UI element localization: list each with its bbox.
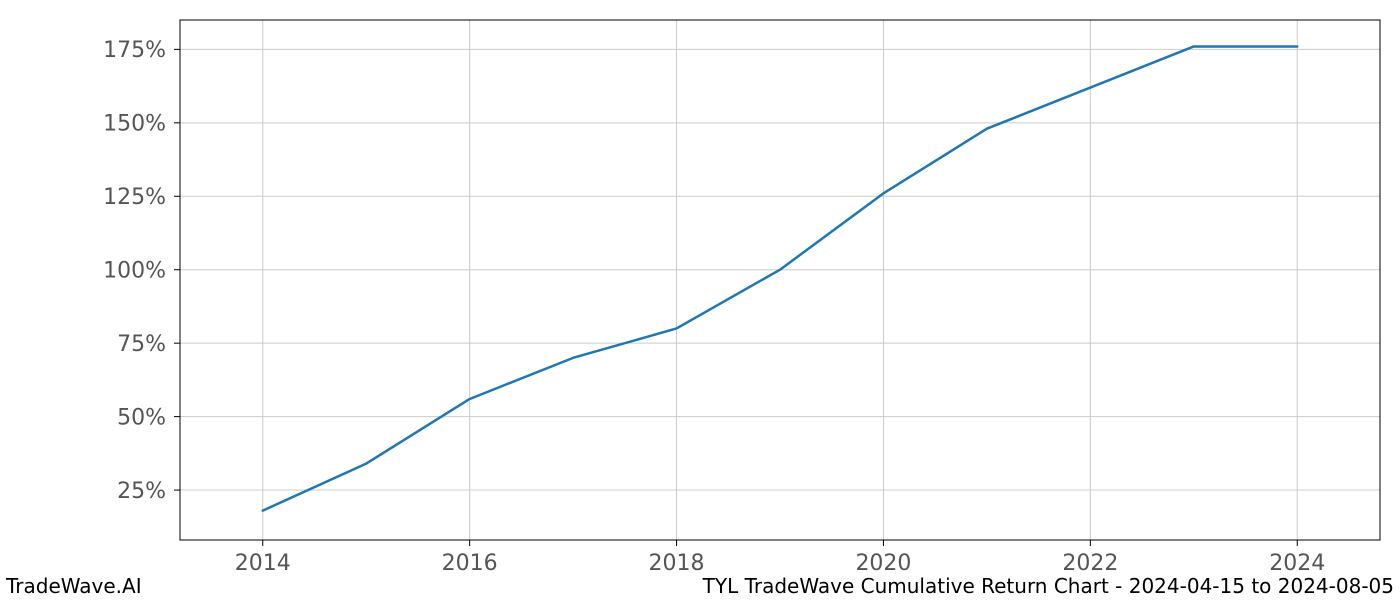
- y-tick-label: 125%: [103, 185, 166, 210]
- series-line-cumulative_return: [263, 46, 1297, 510]
- y-tick-label: 25%: [117, 479, 166, 504]
- footer-left-text: TradeWave.AI: [6, 574, 142, 598]
- line-chart: 20142016201820202022202425%50%75%100%125…: [0, 0, 1400, 600]
- y-tick-label: 175%: [103, 38, 166, 63]
- plot-border: [180, 20, 1380, 540]
- footer-right-text: TYL TradeWave Cumulative Return Chart - …: [703, 574, 1394, 598]
- y-tick-label: 150%: [103, 112, 166, 137]
- chart-container: 20142016201820202022202425%50%75%100%125…: [0, 0, 1400, 600]
- y-tick-label: 100%: [103, 258, 166, 283]
- chart-footer: TradeWave.AI TYL TradeWave Cumulative Re…: [0, 572, 1400, 600]
- y-tick-label: 75%: [117, 332, 166, 357]
- y-tick-label: 50%: [117, 405, 166, 430]
